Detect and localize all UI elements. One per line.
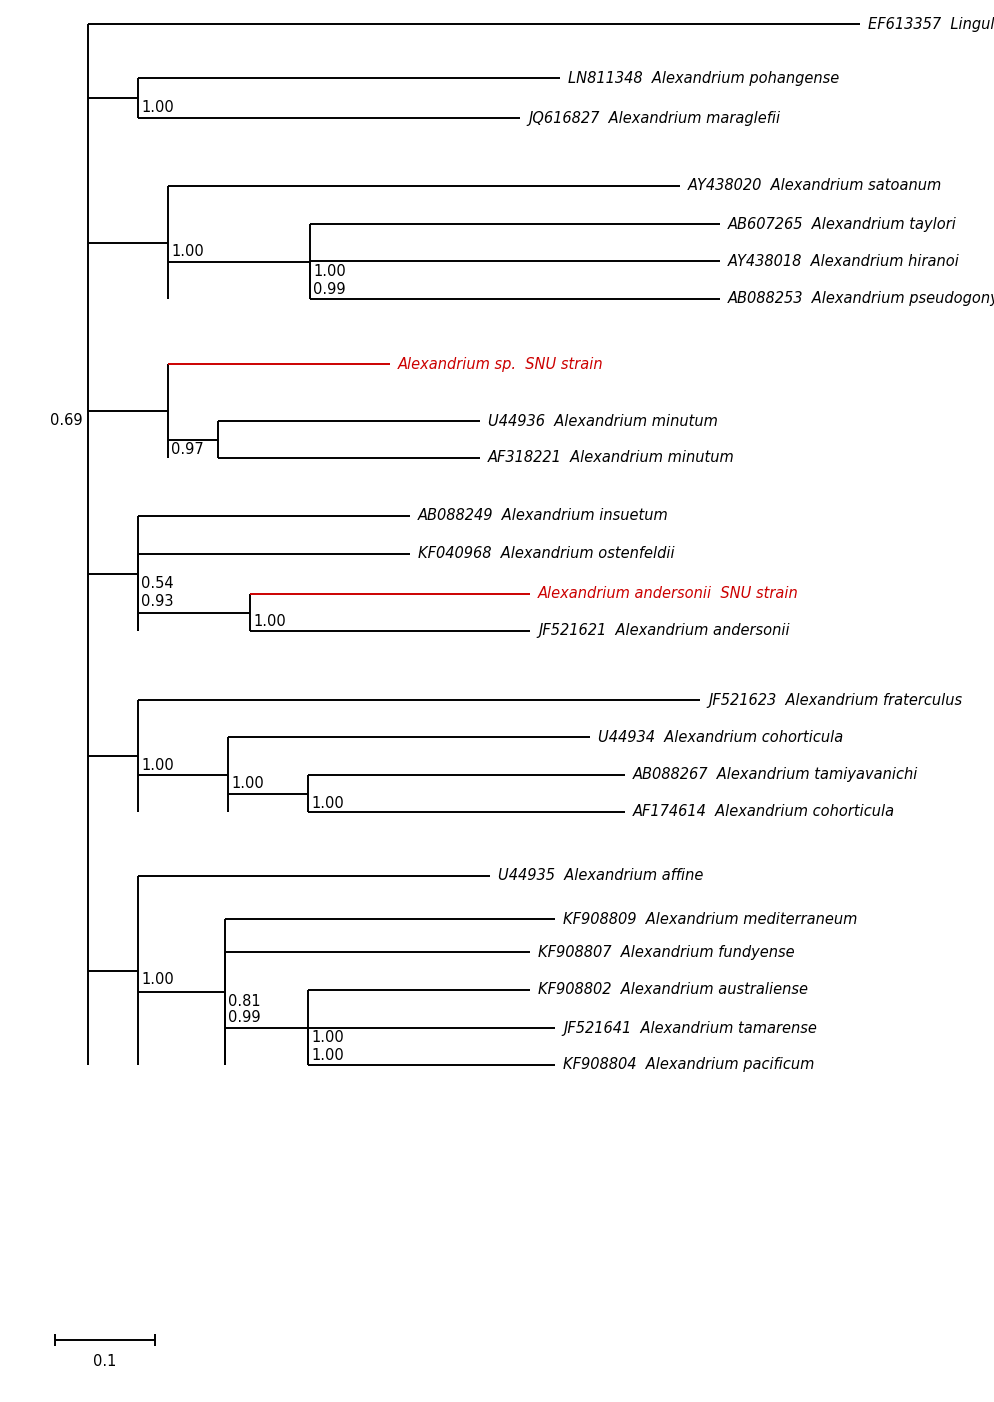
Text: AY438020  Alexandrium satoanum: AY438020 Alexandrium satoanum <box>687 178 941 193</box>
Text: JF521641  Alexandrium tamarense: JF521641 Alexandrium tamarense <box>563 1021 816 1036</box>
Text: AB607265  Alexandrium taylori: AB607265 Alexandrium taylori <box>728 216 956 231</box>
Text: Alexandrium andersonii  SNU strain: Alexandrium andersonii SNU strain <box>538 586 798 601</box>
Text: 0.81: 0.81 <box>228 994 260 1009</box>
Text: JF521623  Alexandrium fraterculus: JF521623 Alexandrium fraterculus <box>708 693 961 708</box>
Text: Alexandrium sp.  SNU strain: Alexandrium sp. SNU strain <box>398 356 603 372</box>
Text: JF521621  Alexandrium andersonii: JF521621 Alexandrium andersonii <box>538 624 789 638</box>
Text: 0.97: 0.97 <box>171 442 204 457</box>
Text: AB088267  Alexandrium tamiyavanichi: AB088267 Alexandrium tamiyavanichi <box>632 767 917 782</box>
Text: LN811348  Alexandrium pohangense: LN811348 Alexandrium pohangense <box>568 70 838 86</box>
Text: 0.54: 0.54 <box>141 575 173 590</box>
Text: 0.99: 0.99 <box>228 1011 260 1025</box>
Text: AY438018  Alexandrium hiranoi: AY438018 Alexandrium hiranoi <box>728 254 959 269</box>
Text: 1.00: 1.00 <box>141 973 174 987</box>
Text: AB088249  Alexandrium insuetum: AB088249 Alexandrium insuetum <box>417 509 668 523</box>
Text: KF908804  Alexandrium pacificum: KF908804 Alexandrium pacificum <box>563 1057 813 1073</box>
Text: JQ616827  Alexandrium maraglefii: JQ616827 Alexandrium maraglefii <box>528 111 779 126</box>
Text: KF908802  Alexandrium australiense: KF908802 Alexandrium australiense <box>538 983 807 997</box>
Text: 1.00: 1.00 <box>141 758 174 773</box>
Text: 1.00: 1.00 <box>252 614 285 629</box>
Text: KF040968  Alexandrium ostenfeldii: KF040968 Alexandrium ostenfeldii <box>417 547 674 561</box>
Text: AF318221  Alexandrium minutum: AF318221 Alexandrium minutum <box>487 450 734 465</box>
Text: U44934  Alexandrium cohorticula: U44934 Alexandrium cohorticula <box>597 729 842 744</box>
Text: U44935  Alexandrium affine: U44935 Alexandrium affine <box>498 868 703 883</box>
Text: AB088253  Alexandrium pseudogonyaulax: AB088253 Alexandrium pseudogonyaulax <box>728 292 994 307</box>
Text: 1.00: 1.00 <box>311 1029 343 1044</box>
Text: 1.00: 1.00 <box>313 264 345 279</box>
Text: KF908809  Alexandrium mediterraneum: KF908809 Alexandrium mediterraneum <box>563 911 857 927</box>
Text: 1.00: 1.00 <box>311 1049 343 1064</box>
Text: 0.93: 0.93 <box>141 594 173 610</box>
Text: 0.99: 0.99 <box>313 282 345 297</box>
Text: AF174614  Alexandrium cohorticula: AF174614 Alexandrium cohorticula <box>632 805 895 820</box>
Text: 1.00: 1.00 <box>311 795 343 810</box>
Text: KF908807  Alexandrium fundyense: KF908807 Alexandrium fundyense <box>538 945 794 959</box>
Text: 1.00: 1.00 <box>171 244 204 259</box>
Text: 1.00: 1.00 <box>141 100 174 115</box>
Text: EF613357  Lingulodinium polyedrum: EF613357 Lingulodinium polyedrum <box>867 17 994 31</box>
Text: U44936  Alexandrium minutum: U44936 Alexandrium minutum <box>487 414 717 429</box>
Text: 0.69: 0.69 <box>51 414 83 428</box>
Text: 0.1: 0.1 <box>93 1354 116 1368</box>
Text: 1.00: 1.00 <box>231 777 263 792</box>
